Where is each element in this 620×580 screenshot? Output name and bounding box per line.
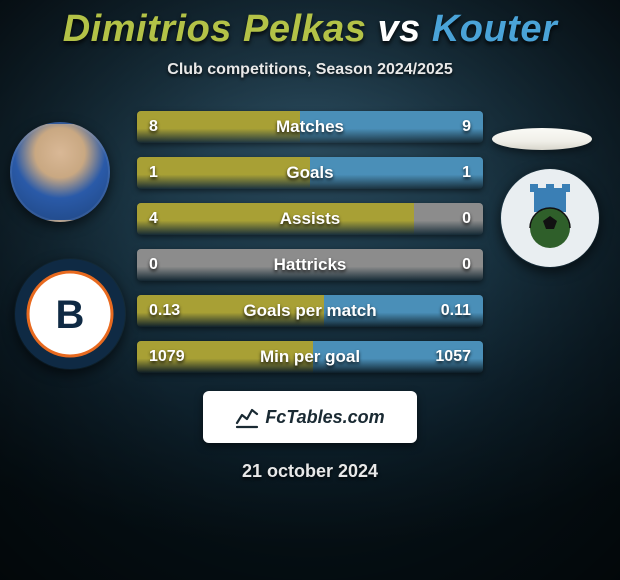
stat-row: Matches 8 9	[137, 111, 483, 143]
stat-value-right: 0.11	[441, 302, 471, 320]
stat-seg-left	[137, 203, 414, 235]
stat-value-left: 0	[149, 256, 158, 274]
stat-label: Matches	[276, 117, 344, 137]
content-wrapper: Dimitrios Pelkas vs Kouter Club competit…	[0, 0, 620, 482]
footer-brand-text: FcTables.com	[265, 407, 384, 428]
chart-icon	[235, 405, 259, 429]
stat-label: Goals	[286, 163, 333, 183]
stat-seg-left	[137, 157, 310, 189]
title-player2: Kouter	[432, 8, 557, 50]
stat-label: Hattricks	[274, 255, 347, 275]
stat-seg-right	[310, 157, 483, 189]
title-player1: Dimitrios Pelkas	[63, 8, 367, 50]
stat-row: Min per goal 1079 1057	[137, 341, 483, 373]
stats-container: Matches 8 9 Goals 1 1 Assists 4 0 Hattricks 0 0 Goal…	[137, 111, 483, 373]
stat-value-right: 1	[462, 164, 471, 182]
stat-value-right: 9	[462, 118, 471, 136]
stat-label: Min per goal	[260, 347, 360, 367]
stat-value-left: 1	[149, 164, 158, 182]
stat-value-left: 1079	[149, 348, 185, 366]
stat-row: Hattricks 0 0	[137, 249, 483, 281]
title-vs: vs	[377, 8, 420, 50]
stat-value-right: 0	[462, 210, 471, 228]
stat-value-left: 4	[149, 210, 158, 228]
stat-value-left: 0.13	[149, 302, 180, 320]
stat-value-right: 0	[462, 256, 471, 274]
stat-row: Goals per match 0.13 0.11	[137, 295, 483, 327]
stat-row: Goals 1 1	[137, 157, 483, 189]
stat-seg-right	[414, 203, 483, 235]
subtitle: Club competitions, Season 2024/2025	[0, 61, 620, 79]
stat-label: Goals per match	[243, 301, 376, 321]
footer-brand-badge[interactable]: FcTables.com	[203, 391, 417, 443]
page-title: Dimitrios Pelkas vs Kouter	[0, 0, 620, 51]
date-text: 21 october 2024	[0, 461, 620, 482]
stat-label: Assists	[280, 209, 340, 229]
stat-row: Assists 4 0	[137, 203, 483, 235]
stat-value-right: 1057	[435, 348, 471, 366]
stat-value-left: 8	[149, 118, 158, 136]
